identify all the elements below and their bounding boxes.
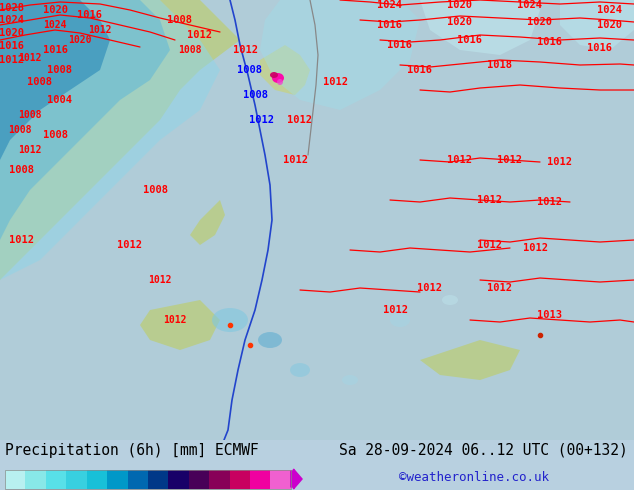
Text: 1016: 1016: [538, 37, 562, 47]
Text: 1012: 1012: [18, 53, 42, 63]
Polygon shape: [420, 340, 520, 380]
Polygon shape: [260, 0, 420, 110]
Bar: [270, 469, 291, 489]
Text: 1012: 1012: [488, 283, 512, 293]
Bar: [250, 469, 270, 489]
Polygon shape: [140, 300, 220, 350]
Text: 1012: 1012: [188, 30, 212, 40]
Ellipse shape: [277, 79, 283, 85]
Text: 1016: 1016: [408, 65, 432, 75]
Polygon shape: [190, 200, 225, 245]
Text: 1016: 1016: [377, 20, 403, 30]
Text: 1012: 1012: [163, 315, 187, 325]
Bar: [46, 469, 67, 489]
Text: 1012: 1012: [250, 115, 275, 125]
Text: 1020: 1020: [0, 28, 25, 38]
Text: 1008: 1008: [18, 110, 42, 120]
Bar: [127, 469, 148, 489]
Text: 1012: 1012: [477, 195, 503, 205]
Text: 1012: 1012: [88, 25, 112, 35]
Text: 1020: 1020: [448, 17, 472, 27]
Bar: [87, 469, 107, 489]
Text: 1028: 1028: [0, 3, 25, 13]
Text: 1008: 1008: [167, 15, 193, 25]
Ellipse shape: [390, 313, 410, 327]
Text: 1012: 1012: [10, 235, 34, 245]
Text: 1018: 1018: [488, 60, 512, 70]
Bar: [25, 469, 46, 489]
Text: 1008: 1008: [178, 45, 202, 55]
Bar: [5, 469, 25, 489]
Text: 1012: 1012: [148, 275, 172, 285]
Ellipse shape: [442, 295, 458, 305]
Polygon shape: [560, 0, 634, 50]
Text: 1020: 1020: [68, 35, 92, 45]
Text: 1024: 1024: [377, 0, 403, 10]
Bar: [107, 469, 127, 489]
FancyArrow shape: [291, 469, 302, 489]
Bar: [67, 469, 87, 489]
Ellipse shape: [270, 72, 278, 78]
Text: 1016: 1016: [387, 40, 413, 50]
Text: 1012: 1012: [117, 240, 143, 250]
Polygon shape: [260, 45, 310, 95]
Text: 1012: 1012: [498, 155, 522, 165]
Text: 1012: 1012: [287, 115, 313, 125]
Polygon shape: [0, 0, 110, 160]
Polygon shape: [0, 0, 170, 240]
Text: 1012: 1012: [233, 45, 257, 55]
Text: 1008: 1008: [27, 77, 53, 87]
Ellipse shape: [272, 73, 284, 83]
Ellipse shape: [290, 363, 310, 377]
Text: Precipitation (6h) [mm] ECMWF: Precipitation (6h) [mm] ECMWF: [5, 442, 259, 458]
Polygon shape: [420, 0, 540, 55]
Text: 1012: 1012: [283, 155, 307, 165]
Text: ©weatheronline.co.uk: ©weatheronline.co.uk: [399, 471, 550, 484]
Text: 1004: 1004: [48, 95, 72, 105]
Text: 1012: 1012: [382, 305, 408, 315]
Ellipse shape: [212, 308, 248, 332]
Text: 1008: 1008: [242, 90, 268, 100]
Bar: [230, 469, 250, 489]
Text: 1016: 1016: [42, 45, 67, 55]
Text: 1012: 1012: [538, 197, 562, 207]
Text: 1008: 1008: [238, 65, 262, 75]
Text: 1024: 1024: [597, 5, 623, 15]
Text: 1008: 1008: [8, 125, 32, 135]
Text: 1020: 1020: [42, 5, 67, 15]
Text: 1016: 1016: [0, 41, 25, 51]
Text: Sa 28-09-2024 06..12 UTC (00+132): Sa 28-09-2024 06..12 UTC (00+132): [339, 442, 628, 458]
Text: 1012: 1012: [323, 77, 347, 87]
Text: 1020: 1020: [448, 0, 472, 10]
Text: 1020: 1020: [527, 17, 552, 27]
Bar: [148, 469, 169, 489]
Text: 1012: 1012: [0, 55, 25, 65]
Text: 1020: 1020: [597, 20, 623, 30]
Text: 1024: 1024: [517, 0, 543, 10]
Text: 1016: 1016: [588, 43, 612, 53]
Text: 1012: 1012: [548, 157, 573, 167]
Text: 1008: 1008: [10, 165, 34, 175]
Text: 1013: 1013: [538, 310, 562, 320]
Polygon shape: [0, 0, 240, 280]
Text: 1008: 1008: [143, 185, 167, 195]
Ellipse shape: [342, 375, 358, 385]
Text: 1008: 1008: [42, 130, 67, 140]
Text: 1012: 1012: [522, 243, 548, 253]
Bar: [169, 469, 189, 489]
Bar: [189, 469, 209, 489]
Text: 1024: 1024: [0, 15, 25, 25]
Text: 1008: 1008: [48, 65, 72, 75]
Text: 1012: 1012: [418, 283, 443, 293]
Polygon shape: [0, 0, 220, 280]
Text: 1012: 1012: [18, 145, 42, 155]
Text: 1016: 1016: [77, 10, 103, 20]
Text: 1012: 1012: [448, 155, 472, 165]
Bar: [209, 469, 230, 489]
Bar: [5, 469, 291, 489]
Text: 1024: 1024: [43, 20, 67, 30]
Text: 1016: 1016: [458, 35, 482, 45]
Ellipse shape: [258, 332, 282, 348]
Text: 1012: 1012: [477, 240, 503, 250]
